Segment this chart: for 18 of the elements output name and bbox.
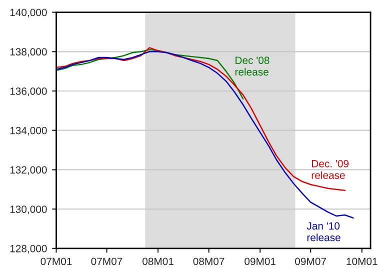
x-tick-label: 07M07 [91,258,122,266]
y-tick-label: 134,000 [10,126,47,136]
line-series [56,51,354,219]
x-tick-label: 09M01 [244,258,276,266]
y-tick-label: 128,000 [10,244,47,254]
x-tick-label: 09M07 [295,258,326,266]
y-tick-label: 140,000 [10,8,47,18]
x-tick-label: 08M01 [142,258,174,266]
x-tick-label: 08M07 [193,258,224,266]
y-tick-label: 132,000 [10,166,47,175]
y-tick-label: 130,000 [10,206,47,214]
y-tick-label: 136,000 [10,88,47,96]
series-label: Jan '10 release [306,222,340,242]
series-label: Dec '08 release [235,56,270,76]
y-tick-label: 138,000 [10,48,47,57]
x-tick-label: 07M01 [40,258,72,266]
series-label: Dec. '09 release [312,160,349,179]
x-tick-label: 10M01 [346,258,378,266]
